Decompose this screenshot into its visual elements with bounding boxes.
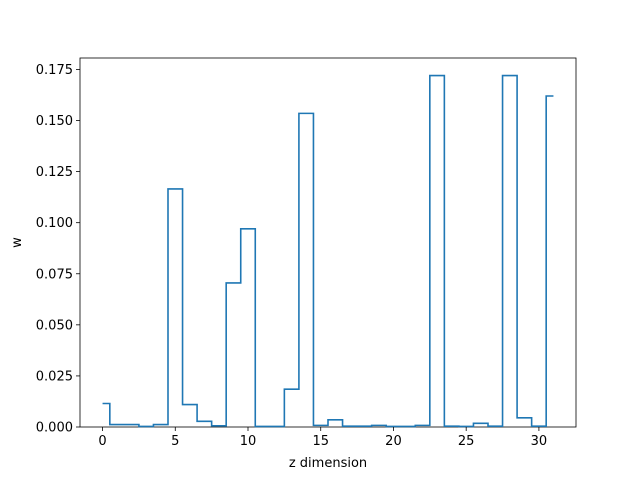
x-axis-label: z dimension (289, 456, 367, 471)
y-axis-label: w (10, 237, 25, 248)
y-tick-label: 0.150 (36, 114, 73, 129)
y-tick-label: 0.125 (36, 165, 73, 180)
y-tick-label: 0.175 (36, 63, 73, 78)
y-axis-ticks: 0.000 0.025 0.050 0.075 0.100 0.125 0.150 0.175 (36, 63, 80, 436)
y-tick-label: 0.075 (36, 267, 73, 282)
plot-area (79, 57, 577, 428)
x-tick-label: 0 (98, 434, 106, 449)
x-tick-label: 5 (171, 434, 179, 449)
y-tick-label: 0.000 (36, 421, 73, 436)
y-tick-label: 0.050 (36, 318, 73, 333)
series-line-0 (102, 74, 554, 428)
y-tick-label: 0.100 (36, 216, 73, 231)
y-tick-label: 0.025 (36, 369, 73, 384)
series-layer (102, 74, 554, 428)
x-tick-label: 25 (458, 434, 475, 449)
x-tick-label: 20 (385, 434, 402, 449)
x-tick-label: 10 (240, 434, 257, 449)
x-tick-label: 15 (312, 434, 329, 449)
plot-frame (79, 57, 577, 428)
x-tick-label: 30 (531, 434, 548, 449)
x-axis-ticks: 0 5 10 15 20 25 30 (98, 427, 547, 449)
